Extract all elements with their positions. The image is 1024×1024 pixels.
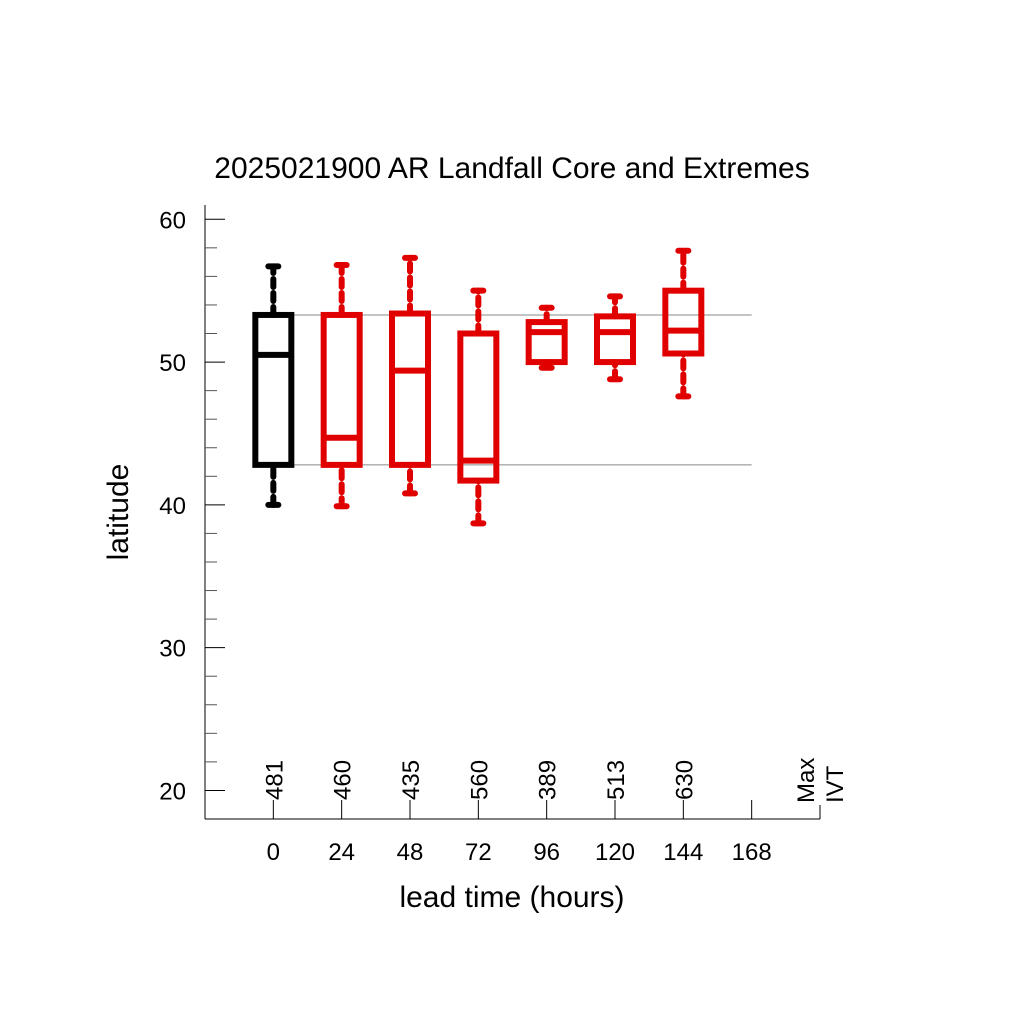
plot-area: 20 30 40 50 60 0 24 48 72 96 120 144 168 481 460 435 5… <box>159 205 849 866</box>
x-tick-label: 72 <box>465 839 492 866</box>
count-label: 460 <box>330 760 357 800</box>
x-tick-label: 168 <box>732 839 772 866</box>
count-label: 389 <box>535 760 562 800</box>
count-header-line-1: Max <box>793 758 820 803</box>
box-120 <box>594 293 636 383</box>
x-tick-label: 48 <box>397 839 424 866</box>
x-tick-label: 24 <box>328 839 355 866</box>
box-96 <box>525 304 568 371</box>
count-header: Max IVT <box>793 758 849 803</box>
x-tick-label: 144 <box>663 839 703 866</box>
reference-lines <box>273 314 752 466</box>
count-label: 435 <box>398 760 425 800</box>
box-72 <box>457 287 500 527</box>
x-tick-label: 120 <box>595 839 635 866</box>
y-tick-label: 60 <box>159 207 186 234</box>
y-tick-label: 20 <box>159 778 186 805</box>
count-label: 630 <box>671 760 698 800</box>
iqr-box <box>252 311 295 468</box>
box-0 <box>252 263 295 508</box>
box-48 <box>389 254 431 497</box>
iqr-box <box>662 287 705 357</box>
iqr-box <box>457 330 500 484</box>
y-tick-label: 30 <box>159 636 186 663</box>
y-axis-label: latitude <box>102 464 135 561</box>
sample-counts: 481 460 435 560 389 513 630 <box>261 760 698 800</box>
x-tick-label: 0 <box>267 839 280 866</box>
iqr-box <box>320 311 363 468</box>
count-header-line-2: IVT <box>822 765 849 803</box>
iqr-box <box>389 310 431 468</box>
box-24 <box>320 261 363 510</box>
count-label: 560 <box>466 760 493 800</box>
chart-title: 2025021900 AR Landfall Core and Extremes <box>214 152 809 185</box>
y-axis-ticks: 20 30 40 50 60 <box>159 207 225 805</box>
x-tick-label: 96 <box>533 839 560 866</box>
x-axis-label: lead time (hours) <box>399 881 624 914</box>
x-axis-ticks: 0 24 48 72 96 120 144 168 <box>267 800 772 866</box>
box-series <box>252 247 705 527</box>
count-label: 481 <box>261 760 288 800</box>
y-tick-label: 40 <box>159 493 186 520</box>
y-tick-label: 50 <box>159 350 186 377</box>
iqr-box <box>594 313 636 366</box>
count-label: 513 <box>603 760 630 800</box>
iqr-box <box>525 319 568 366</box>
box-144 <box>662 247 705 400</box>
